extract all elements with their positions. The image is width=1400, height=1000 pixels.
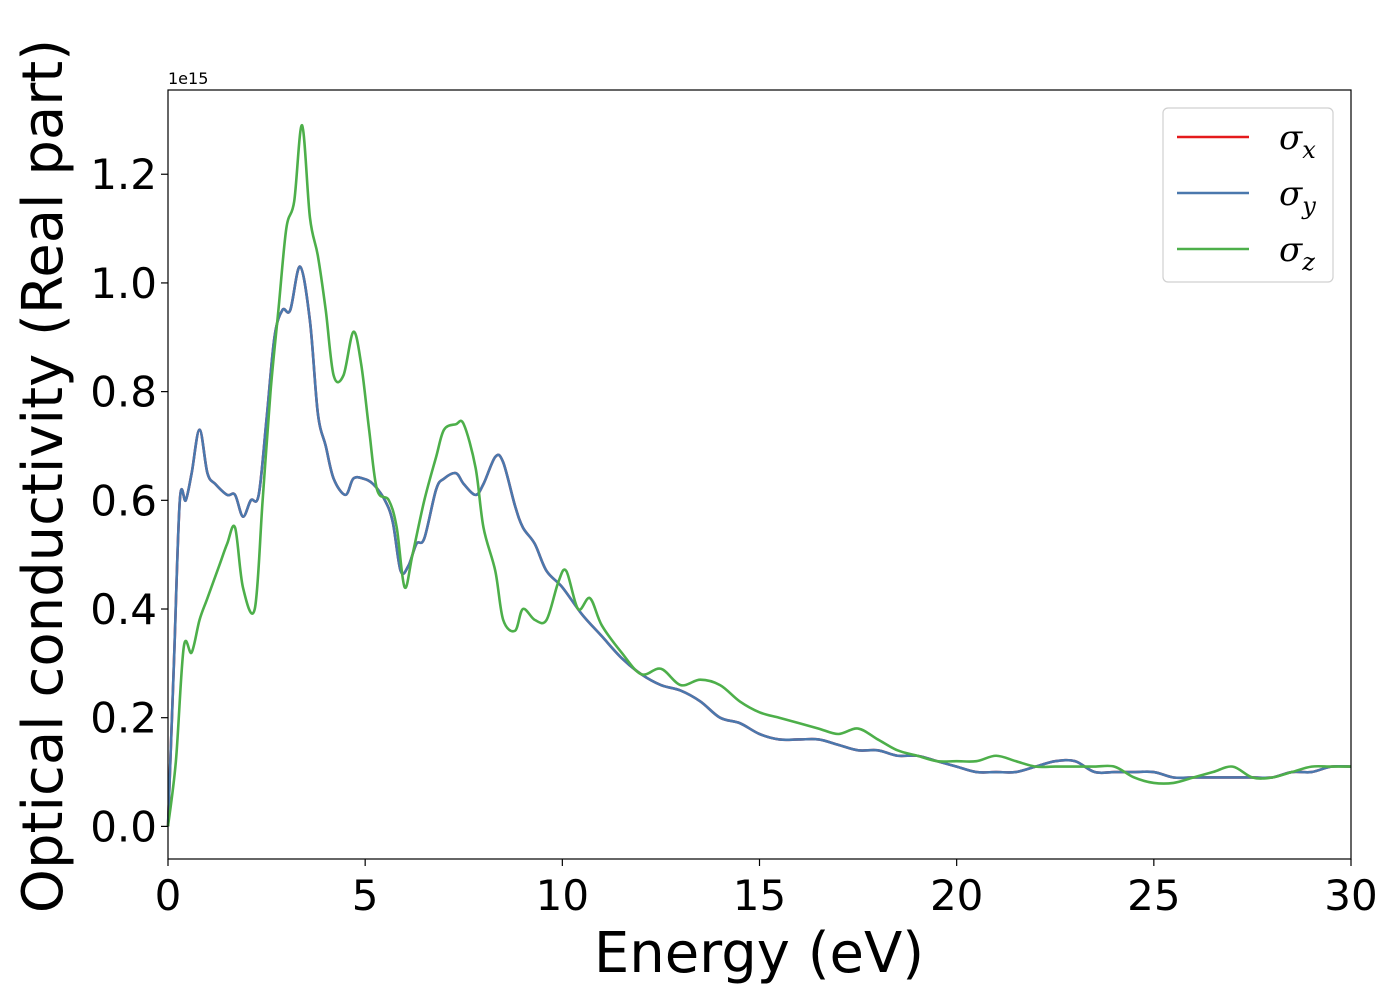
- x-tick-label: 30: [1324, 871, 1377, 920]
- y-tick-label: 0.8: [90, 368, 157, 417]
- y-tick-label: 0.0: [90, 802, 157, 851]
- y-offset-text: 1e15: [168, 69, 208, 88]
- y-tick-label: 1.2: [90, 150, 157, 199]
- series-line-sigma-y: [166, 265, 1352, 827]
- legend-label-subscript: x: [1302, 136, 1316, 164]
- y-tick-label: 0.2: [90, 694, 157, 743]
- legend-label-symbol: σ: [1279, 230, 1303, 270]
- x-tick-label: 0: [155, 871, 182, 920]
- x-tick-label: 20: [930, 871, 983, 920]
- legend-label-symbol: σ: [1279, 118, 1303, 158]
- y-tick-label: 0.4: [90, 585, 157, 634]
- y-tick-label: 0.6: [90, 476, 157, 525]
- legend-label-sigma-x: σx: [1279, 118, 1316, 164]
- x-tick-label: 15: [733, 871, 786, 920]
- legend-label-sigma-y: σy: [1279, 174, 1316, 220]
- x-tick-label: 10: [536, 871, 589, 920]
- x-axis: 0 5 10 15 20 25 30: [155, 859, 1378, 920]
- legend-box: [1162, 107, 1334, 283]
- x-tick-label: 5: [352, 871, 379, 920]
- x-axis-label: Energy (eV): [594, 921, 924, 986]
- plot-area: [166, 124, 1352, 827]
- legend-label-sigma-z: σz: [1279, 230, 1315, 276]
- y-axis: 0.0 0.2 0.4 0.6 0.8 1.0 1.2: [90, 150, 168, 851]
- legend-label-symbol: σ: [1279, 174, 1303, 214]
- y-axis-label: Optical conductivity (Real part): [11, 39, 76, 913]
- series-line-sigma-z: [166, 124, 1351, 827]
- legend-label-subscript: y: [1301, 192, 1316, 220]
- y-tick-label: 1.0: [90, 259, 157, 308]
- x-tick-label: 25: [1127, 871, 1180, 920]
- legend-label-subscript: z: [1301, 248, 1315, 276]
